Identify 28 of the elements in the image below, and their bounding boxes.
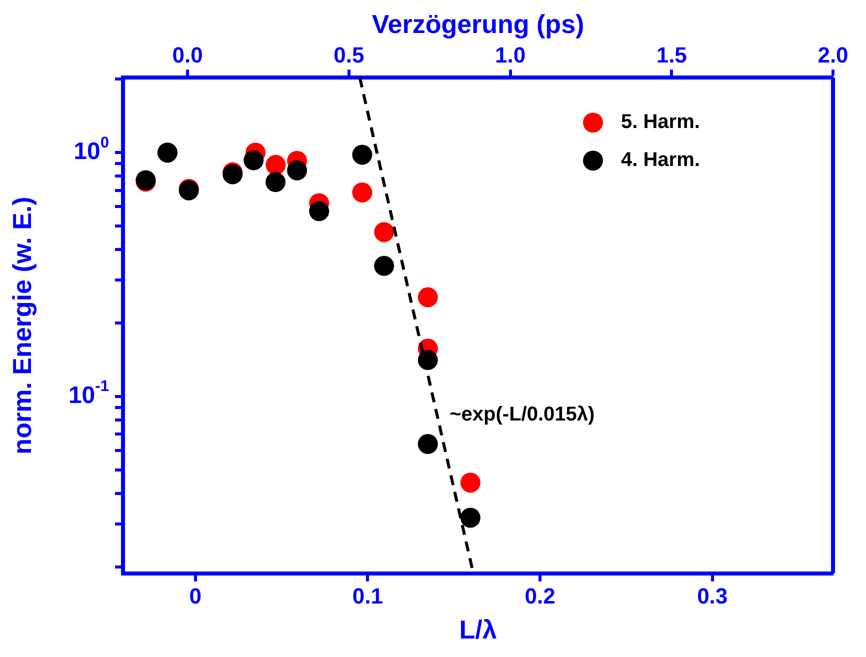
x-tick-label: 0.1 — [352, 584, 384, 609]
point — [352, 144, 372, 165]
x-tick-label: 0.3 — [697, 584, 728, 609]
point — [266, 172, 286, 192]
x-tick-label: 0 — [189, 584, 202, 609]
point — [287, 160, 308, 180]
point — [266, 154, 286, 175]
point — [374, 256, 394, 276]
x2-tick-label: 0.5 — [334, 42, 364, 68]
point — [460, 472, 480, 493]
point — [418, 434, 438, 454]
x2-axis-title: Verzögerung (ps) — [372, 8, 584, 39]
point — [309, 201, 330, 222]
y-axis-title: norm. Energie (w. E.) — [6, 196, 37, 454]
point — [352, 182, 372, 202]
point — [460, 508, 480, 528]
x-tick-label: 0.2 — [524, 584, 556, 609]
x2-tick-label: 2.0 — [818, 42, 848, 68]
annotation: ~exp(-L/0.015λ) — [450, 403, 595, 426]
legend-label: 4. Harm. — [621, 149, 700, 172]
x-axis-title: L/λ — [459, 614, 498, 645]
legend-label: 5. Harm. — [621, 111, 700, 134]
x2-tick-label: 1.5 — [656, 42, 687, 68]
x2-tick-label: 0.0 — [172, 42, 203, 68]
x2-tick-label: 1.0 — [494, 42, 526, 68]
point — [244, 150, 264, 170]
point — [418, 287, 438, 308]
point — [374, 222, 394, 242]
